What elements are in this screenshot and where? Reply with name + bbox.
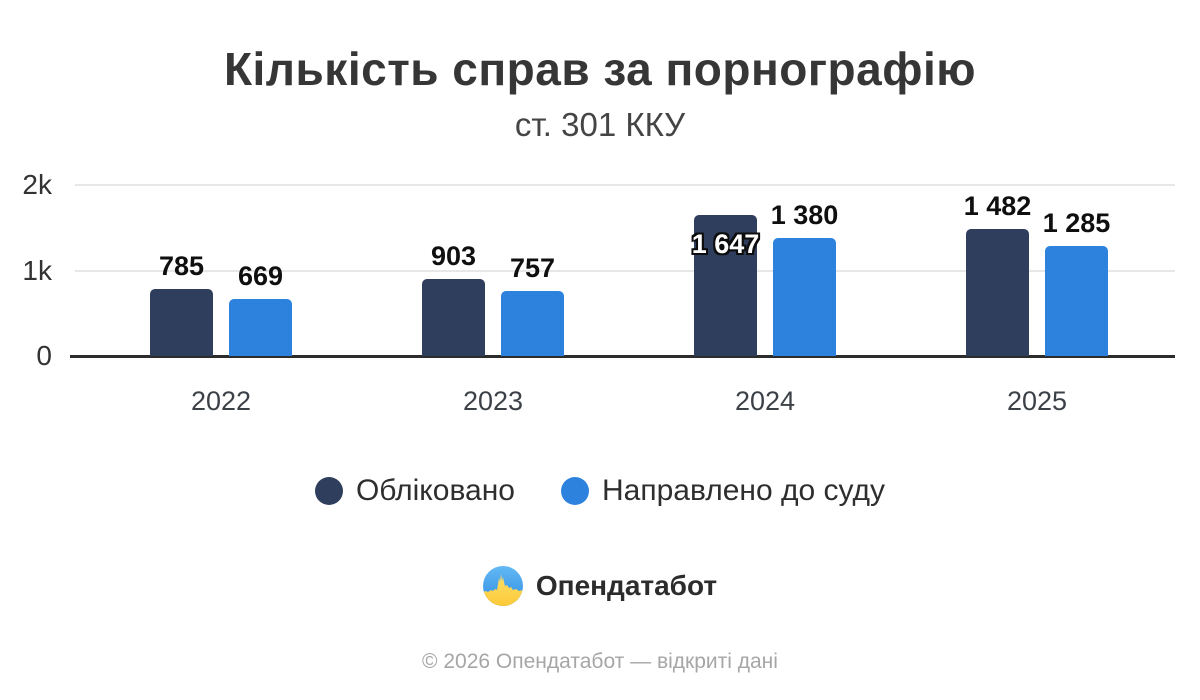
value-label-registered-2023: 903 [430, 240, 477, 271]
legend-item-sent-to-court: Направлено до суду [561, 474, 885, 508]
value-label-sent-to-court-2025: 1 285 [1042, 208, 1111, 239]
copyright-text: © 2026 Опендатабот — відкриті дані [422, 650, 778, 673]
x-axis-label-2025: 2025 [1006, 386, 1068, 416]
value-label-registered-2022: 785 [158, 250, 205, 281]
value-label-sent-to-court-2024: 1 380 [770, 200, 839, 230]
chart-header: Кількість справ за порнографію ст. 301 К… [0, 42, 1200, 144]
legend-swatch-registered [314, 477, 343, 505]
bar-registered-2022 [150, 288, 213, 356]
legend-item-registered: Обліковано [314, 474, 515, 508]
bar-sent-to-court-2022 [229, 298, 292, 356]
legend-swatch-sent-to-court [561, 477, 589, 505]
x-axis-label-2023: 2023 [462, 386, 524, 416]
brand-name: Опендатабот [535, 570, 718, 601]
gridline-1k [75, 269, 1175, 272]
bar-registered-2023 [422, 278, 485, 356]
bar-registered-2024 [694, 215, 757, 356]
bar-sent-to-court-2024 [773, 238, 836, 356]
bar-registered-2025 [966, 229, 1029, 356]
y-tick-label-0: 0 [36, 340, 52, 371]
legend-label-registered: Обліковано [355, 474, 515, 507]
x-axis-label-2024: 2024 [734, 386, 796, 416]
value-label-registered-2024: 1 647 [691, 229, 760, 260]
legend: Обліковано Направлено до суду [0, 474, 1200, 508]
bar-sent-to-court-2023 [501, 291, 564, 356]
brand-footer: Опендатабот [0, 566, 1200, 606]
value-label-sent-to-court-2022: 669 [237, 260, 284, 291]
value-label-sent-to-court-2023: 757 [509, 253, 556, 284]
y-tick-label-1k: 1k [22, 254, 52, 286]
plot-area: 0 1k 2k 785 669 2022 903 757 2023 1 647 1 380 2024 1… [0, 160, 1200, 432]
bar-sent-to-court-2025 [1045, 246, 1108, 356]
x-axis-label-2022: 2022 [190, 386, 252, 416]
x-axis-line [70, 354, 1175, 358]
y-tick-label-2k: 2k [22, 169, 52, 200]
opendatabot-logo-icon [482, 566, 523, 606]
legend-label-sent-to-court: Направлено до суду [602, 474, 886, 507]
gridline-2k [75, 184, 1175, 186]
chart-subtitle: ст. 301 ККУ [514, 106, 686, 143]
value-label-registered-2025: 1 482 [963, 191, 1032, 222]
chart-title: Кількість справ за порнографію [223, 43, 977, 95]
